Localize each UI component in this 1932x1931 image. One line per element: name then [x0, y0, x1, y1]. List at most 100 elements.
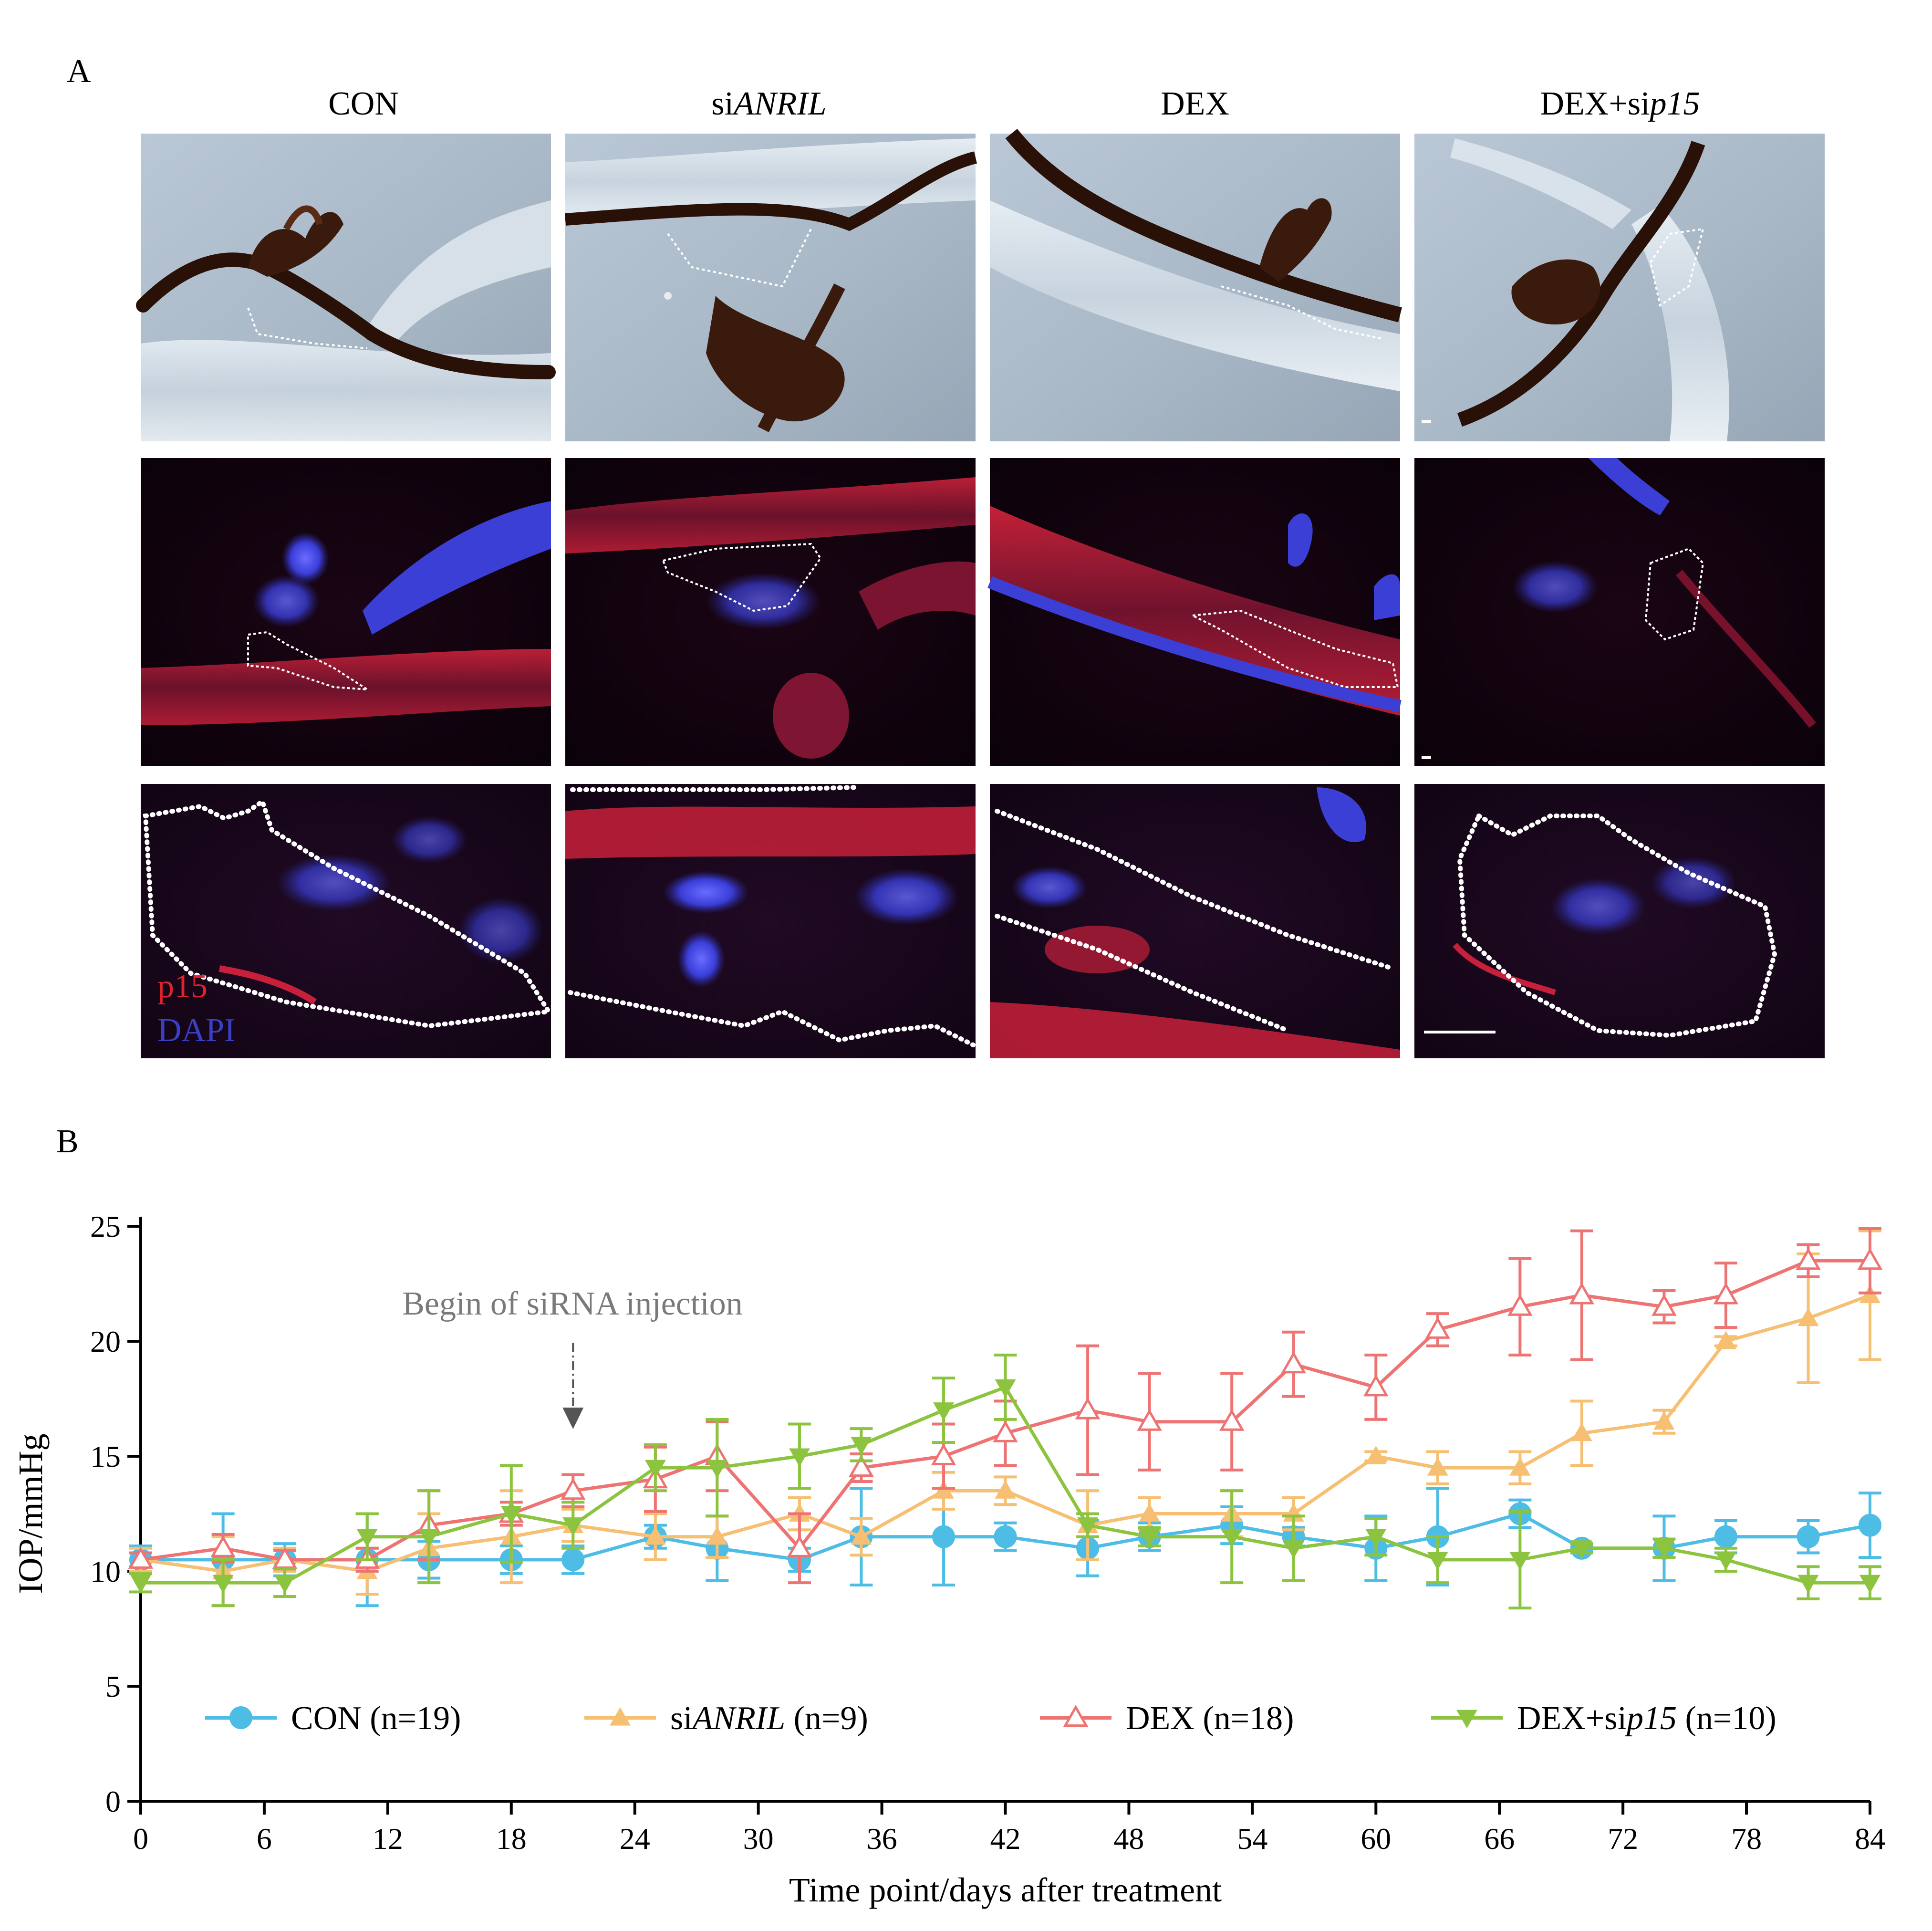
x-tick-label: 18 — [496, 1822, 527, 1856]
x-tick-label: 24 — [620, 1822, 650, 1856]
x-tick-label: 6 — [257, 1822, 272, 1856]
stain-label-dapi: DAPI — [157, 1012, 235, 1049]
iop-line-chart: B 0 5 10 15 20 25 0 6 12 18 24 30 36 42 48 54 60 66 72 78 84… — [11, 1123, 1885, 1909]
legend-swatch-marker — [610, 1707, 631, 1726]
data-point — [1653, 1411, 1675, 1430]
data-point — [562, 1517, 584, 1536]
fluorescence-image-sianril — [565, 458, 976, 766]
data-point — [931, 1443, 956, 1465]
data-point — [1137, 1409, 1162, 1431]
series-layer — [128, 1227, 1883, 1610]
data-point — [849, 1455, 874, 1477]
x-tick-label: 78 — [1731, 1822, 1762, 1856]
y-tick-label: 25 — [90, 1210, 121, 1243]
x-tick-label: 42 — [990, 1822, 1021, 1856]
data-point — [1507, 1294, 1533, 1316]
panel-b-label: B — [56, 1123, 79, 1160]
data-point — [1857, 1248, 1883, 1270]
y-tick-label: 10 — [90, 1555, 121, 1588]
legend-swatch-marker — [1063, 1704, 1089, 1727]
data-point — [1571, 1540, 1592, 1559]
data-point — [1797, 1575, 1819, 1594]
data-point — [1859, 1575, 1880, 1594]
annotation-text: Begin of siRNA injection — [402, 1285, 743, 1322]
data-point — [1859, 1513, 1881, 1537]
data-point — [1797, 1525, 1820, 1548]
fluorescence-image-dex — [987, 458, 1402, 766]
series-3 — [129, 1353, 1881, 1610]
data-point — [1283, 1540, 1304, 1559]
brightfield-image-con — [136, 134, 556, 441]
data-point — [130, 1575, 151, 1594]
x-tick-label: 48 — [1113, 1822, 1144, 1856]
brightfield-image-dex — [990, 129, 1402, 441]
zoom-image-dex — [990, 784, 1400, 1058]
x-tick-label: 12 — [373, 1822, 403, 1856]
data-point — [933, 1402, 955, 1421]
data-point — [1077, 1517, 1099, 1536]
legend-label: siANRIL (n=9) — [670, 1700, 868, 1737]
data-point — [128, 1546, 154, 1569]
data-point — [212, 1575, 234, 1594]
legend-item-0: CON (n=19) — [205, 1700, 461, 1737]
x-tick-label: 72 — [1608, 1822, 1638, 1856]
y-tick-label: 15 — [90, 1440, 121, 1473]
data-point — [789, 1448, 810, 1467]
data-point — [1714, 1525, 1737, 1548]
data-point — [995, 1379, 1016, 1398]
x-axis-label: Time point/days after treatment — [789, 1871, 1222, 1909]
legend-item-1: siANRIL (n=9) — [584, 1700, 868, 1737]
data-point — [1509, 1552, 1531, 1570]
data-point — [851, 1526, 872, 1545]
x-tick-label: 36 — [867, 1822, 897, 1856]
fluorescence-image-con — [141, 458, 551, 766]
data-point — [1219, 1409, 1245, 1431]
data-point — [1715, 1331, 1736, 1349]
data-point — [706, 1526, 728, 1545]
data-point — [356, 1529, 378, 1547]
x-tick-label: 30 — [743, 1822, 774, 1856]
annotation-arrow-head — [562, 1408, 584, 1429]
data-point — [210, 1535, 236, 1557]
data-point — [561, 1548, 585, 1571]
legend-item-2: DEX (n=18) — [1040, 1700, 1294, 1737]
data-point — [1139, 1529, 1160, 1547]
data-point — [994, 1525, 1017, 1548]
data-point — [1365, 1529, 1387, 1547]
x-tick-label: 0 — [133, 1822, 148, 1856]
data-point — [500, 1506, 522, 1524]
data-point — [932, 1525, 956, 1548]
data-point — [995, 1480, 1016, 1499]
data-point — [1427, 1457, 1448, 1476]
fluorescence-image-dex-sip15 — [1414, 458, 1825, 766]
data-point — [1425, 1316, 1451, 1339]
panel-a: A CON siANRIL DEX DEX+sip15 — [67, 53, 1825, 1058]
axes: 0 5 10 15 20 25 0 6 12 18 24 30 36 42 48 54 60 66 72 78 84 Ti… — [11, 1210, 1885, 1909]
zoom-image-con — [141, 784, 553, 1058]
data-point — [1363, 1374, 1389, 1397]
zoom-image-dex-sip15 — [1414, 784, 1825, 1058]
data-point — [993, 1420, 1018, 1442]
data-point — [1509, 1457, 1531, 1476]
legend-label: DEX (n=18) — [1126, 1700, 1294, 1737]
brightfield-image-sianril — [565, 134, 977, 441]
panel-a-label: A — [67, 53, 91, 90]
zoom-image-sianril — [565, 784, 976, 1058]
column-header-dex: DEX — [1161, 85, 1229, 122]
data-point — [851, 1437, 872, 1455]
y-tick-label: 5 — [105, 1670, 121, 1703]
y-tick-label: 0 — [105, 1785, 121, 1818]
data-point — [1221, 1529, 1243, 1547]
x-tick-label: 84 — [1855, 1822, 1885, 1856]
column-header-con: CON — [328, 85, 399, 122]
data-point — [274, 1575, 296, 1594]
legend: CON (n=19) siANRIL (n=9) DEX (n=18) DEX+sip… — [205, 1700, 1776, 1737]
data-point — [1427, 1552, 1448, 1570]
column-header-sianril: siANRIL — [711, 85, 826, 122]
stain-label-p15: p15 — [157, 968, 208, 1005]
data-point — [1569, 1282, 1595, 1305]
data-point — [787, 1535, 812, 1557]
data-point — [1571, 1422, 1592, 1441]
data-point — [644, 1460, 666, 1479]
